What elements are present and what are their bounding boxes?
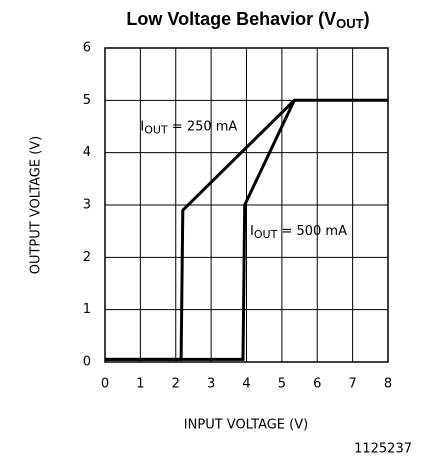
x-tick-label: 6	[313, 377, 321, 392]
x-tick-label: 8	[384, 377, 392, 392]
footnote: 1125237	[354, 442, 412, 457]
x-tick-label: 4	[242, 377, 250, 392]
x-tick-label: 5	[278, 377, 286, 392]
series-label-text: I	[250, 224, 254, 239]
chart-title: Low Voltage Behavior (VOUT)	[126, 9, 369, 32]
x-tick-label: 7	[348, 377, 356, 392]
series-label-subscript: OUT	[254, 228, 278, 241]
series-label-text: I	[140, 119, 144, 134]
x-tick-label: 3	[207, 377, 215, 392]
series-label: IOUT = 500 mA	[250, 224, 347, 242]
y-tick-label: 5	[83, 93, 91, 108]
x-tick-label: 0	[101, 377, 109, 392]
x-axis-label: INPUT VOLTAGE (V)	[184, 418, 308, 433]
y-tick-label: 1	[83, 302, 91, 317]
series-label: IOUT = 250 mA	[140, 119, 237, 137]
series-label-subscript: OUT	[144, 124, 168, 137]
y-tick-label: 3	[83, 198, 91, 213]
plot-border	[104, 47, 389, 363]
title-text: Low Voltage Behavior (V	[126, 9, 336, 29]
series-label-text: = 250 mA	[168, 119, 238, 134]
x-tick-label: 2	[172, 377, 180, 392]
data-line	[105, 99, 296, 361]
series-label-text: = 500 mA	[277, 224, 347, 239]
title-subscript: OUT	[336, 16, 364, 31]
y-tick-label: 2	[83, 250, 91, 265]
y-tick-label: 4	[83, 145, 91, 160]
y-tick-label: 6	[83, 41, 91, 56]
x-tick-label: 1	[136, 377, 144, 392]
y-axis-label: OUTPUT VOLTAGE (V)	[29, 136, 44, 275]
title-text: )	[364, 9, 370, 29]
y-tick-label: 0	[83, 355, 91, 370]
